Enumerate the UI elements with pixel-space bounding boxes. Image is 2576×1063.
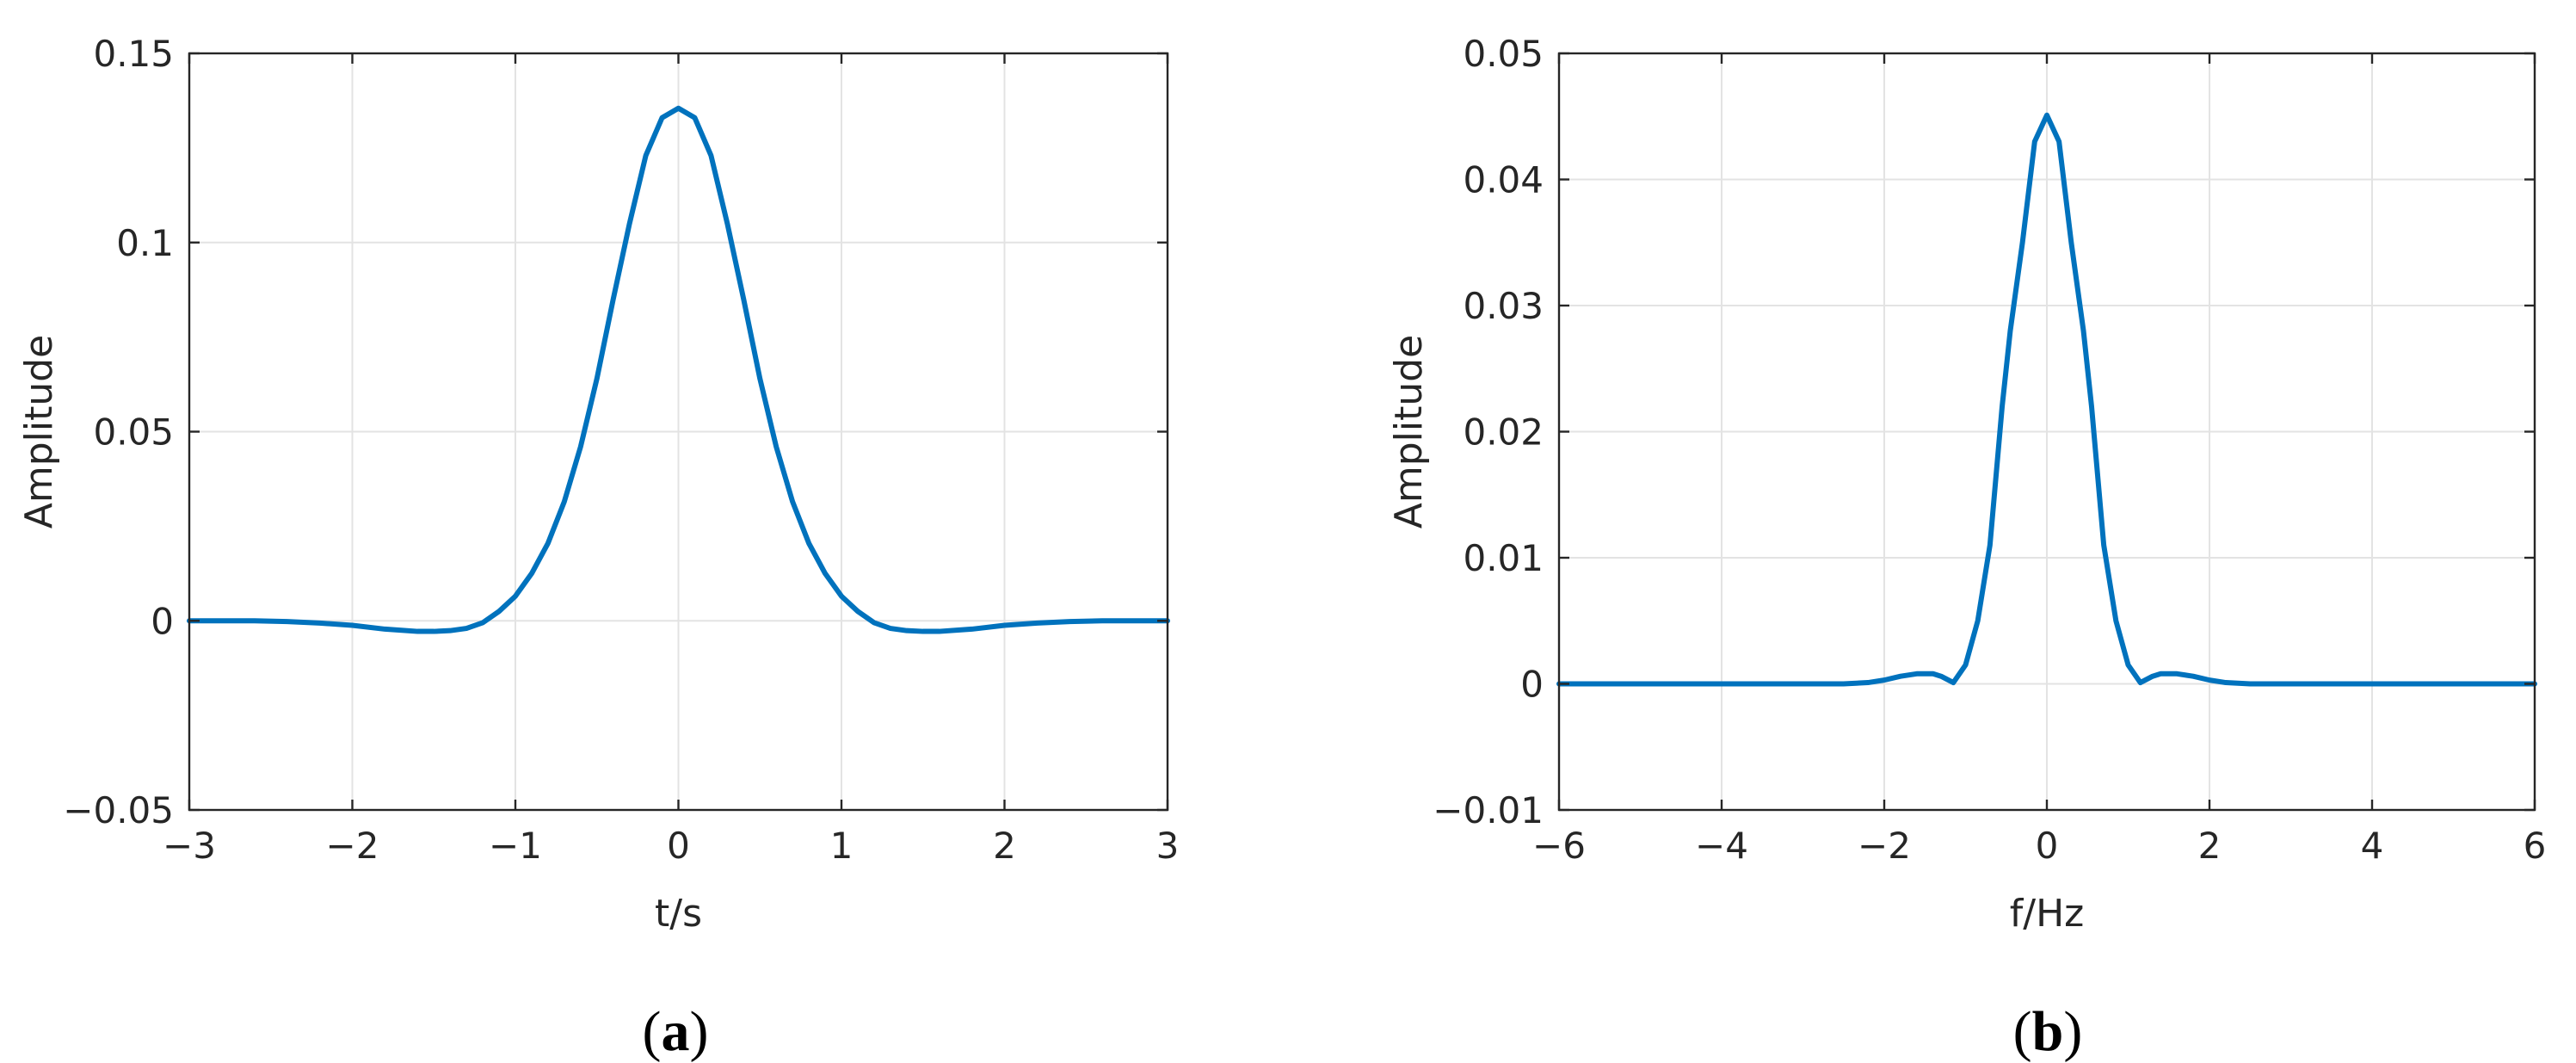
y-tick-label: 0.05 (1463, 33, 1544, 75)
x-tick-label: −6 (1532, 825, 1586, 867)
chart-panel-b: −6 −4 −2 0 2 4 6 −0.01 0 0.01 0.02 0.03 0.04 0.05 f/Hz… (1387, 33, 2546, 1063)
x-tick-label: 4 (2361, 825, 2384, 867)
y-tick-label: 0.04 (1463, 159, 1544, 201)
y-tick-label: 0.02 (1463, 411, 1544, 454)
y-tick-label: 0.05 (93, 411, 174, 454)
panel-label-paren: ( (643, 1000, 662, 1063)
y-tick-label: 0.01 (1463, 537, 1544, 579)
x-tick-label: −2 (326, 825, 379, 867)
y-axis-label: Amplitude (1387, 335, 1431, 528)
y-tick-label: 0 (151, 600, 174, 642)
series-line (1556, 112, 2537, 687)
panel-label-paren: ) (690, 1000, 709, 1063)
x-tick-label: −4 (1695, 825, 1748, 867)
y-axis-label: Amplitude (17, 335, 61, 528)
y-tick-label: 0.15 (93, 33, 174, 75)
panel-label-paren: ( (2013, 1000, 2032, 1063)
y-tick-label: −0.05 (63, 789, 174, 831)
x-tick-label: −2 (1858, 825, 1911, 867)
panel-label: (a) (643, 1000, 709, 1063)
x-tick-label: 1 (830, 825, 854, 867)
x-tick-label: 0 (2036, 825, 2059, 867)
y-tick-label: −0.01 (1433, 789, 1544, 831)
chart-panel-a: −3 −2 −1 0 1 2 3 −0.05 0 0.05 0.1 0.15 t/s Amplitude (… (17, 33, 1179, 1063)
x-tick-label: 6 (2524, 825, 2547, 867)
x-axis-label: f/Hz (2010, 892, 2085, 936)
y-tick-label: 0 (1520, 664, 1544, 706)
x-tick-label: −3 (163, 825, 216, 867)
x-axis-label: t/s (655, 892, 702, 936)
x-tick-label: 3 (1156, 825, 1180, 867)
panel-label-paren: ) (2063, 1000, 2082, 1063)
panel-label: (b) (2013, 1000, 2083, 1063)
panel-label-letter: b (2032, 1000, 2064, 1063)
x-tick-label: 0 (667, 825, 690, 867)
panel-label-letter: a (662, 1000, 690, 1063)
y-tick-label: 0.03 (1463, 285, 1544, 327)
x-tick-label: −1 (489, 825, 542, 867)
x-tick-label: 2 (2198, 825, 2222, 867)
y-tick-label: 0.1 (116, 222, 174, 264)
x-tick-label: 2 (993, 825, 1016, 867)
series-line (187, 105, 1170, 634)
